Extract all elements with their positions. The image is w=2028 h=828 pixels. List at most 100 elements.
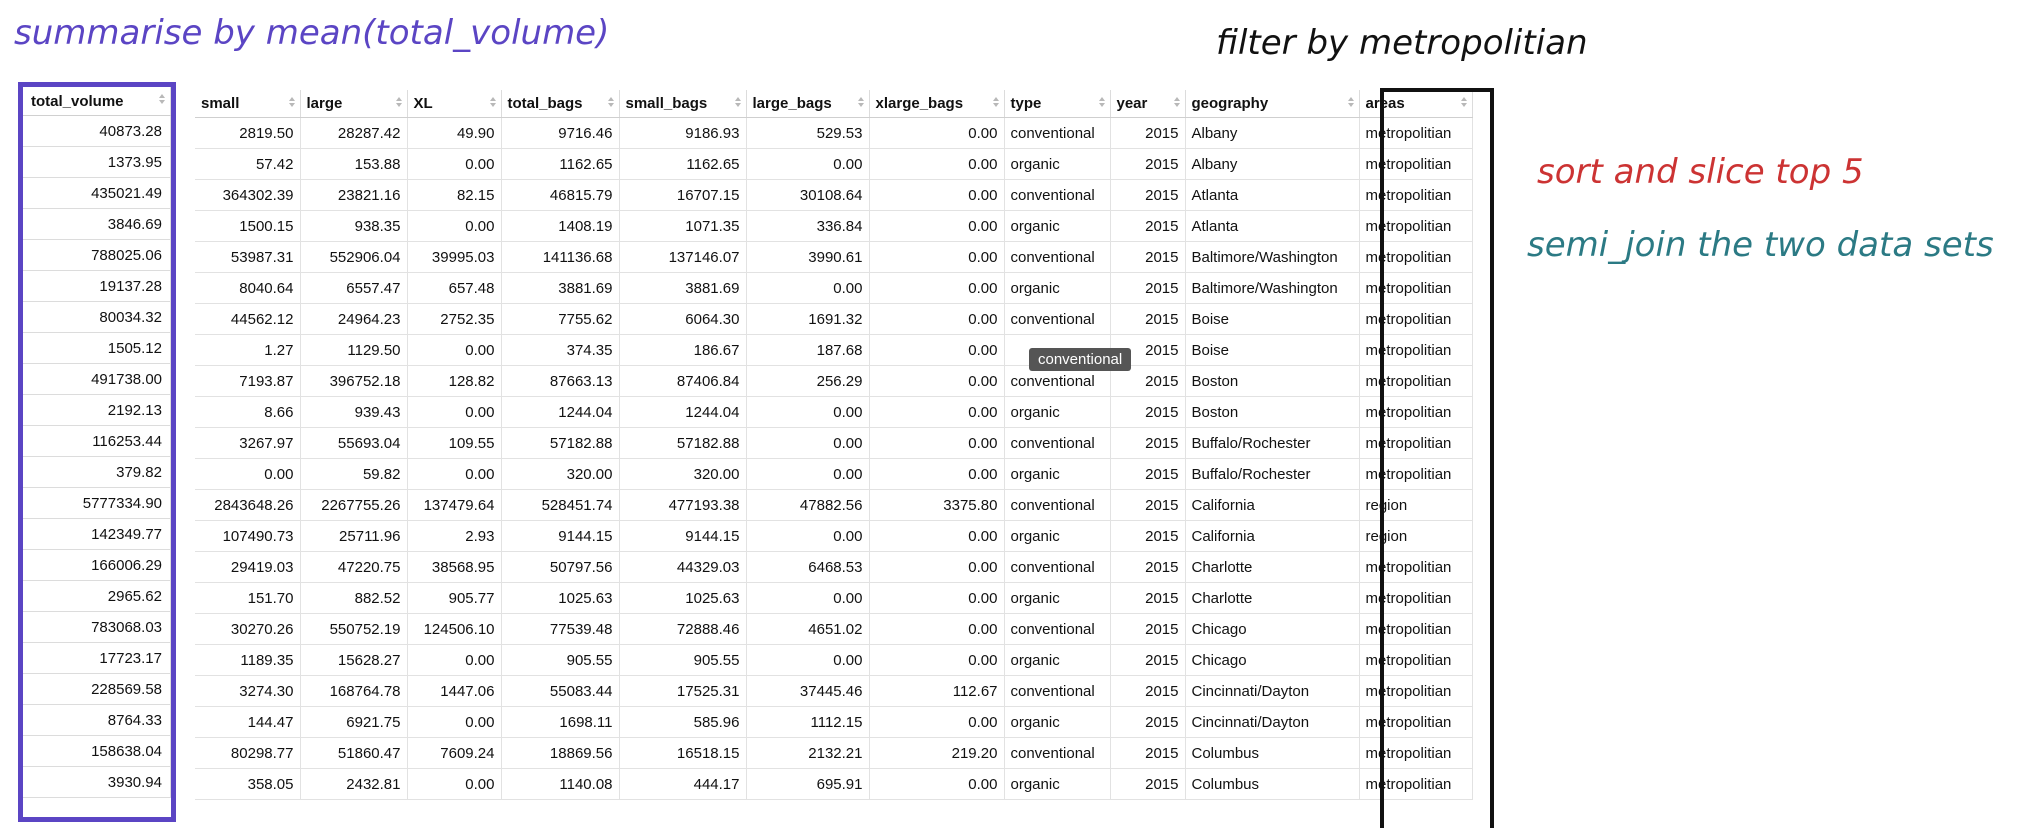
header-row: small large XL total_bags small_bags large_ba… (195, 90, 1473, 118)
table-row: 491738.00 (23, 363, 171, 395)
cell-large: 15628.27 (300, 644, 408, 676)
cell-total-bags: 1025.63 (501, 582, 620, 614)
cell-small-bags: 9144.15 (619, 520, 747, 552)
column-header-label: areas (1365, 95, 1405, 112)
column-header-areas[interactable]: areas (1359, 90, 1473, 118)
cell-type: conventional (1004, 241, 1111, 273)
cell-large: 168764.78 (300, 675, 408, 707)
column-header-xlarge-bags[interactable]: xlarge_bags (869, 90, 1005, 118)
column-header-total-bags[interactable]: total_bags (501, 90, 620, 118)
cell-small: 144.47 (195, 706, 301, 738)
cell-year: 2015 (1110, 582, 1186, 614)
sort-icon[interactable] (395, 97, 402, 109)
total-volume-cell: 1505.12 (23, 332, 171, 364)
cell-areas: metropolitian (1359, 644, 1473, 676)
cell-xl: 905.77 (407, 582, 502, 614)
cell-type: organic (1004, 644, 1111, 676)
cell-type: organic (1004, 768, 1111, 800)
column-header-year[interactable]: year (1110, 90, 1186, 118)
cell-xlarge-bags: 0.00 (869, 644, 1005, 676)
column-header-type[interactable]: type (1004, 90, 1111, 118)
cell-total-bags: 3881.69 (501, 272, 620, 304)
column-header-large-bags[interactable]: large_bags (746, 90, 870, 118)
cell-small-bags: 6064.30 (619, 303, 747, 335)
cell-large-bags: 6468.53 (746, 551, 870, 583)
cell-large-bags: 0.00 (746, 427, 870, 459)
column-header-xl[interactable]: XL (407, 90, 502, 118)
table-row: 2843648.26 2267755.26 137479.64 528451.74 47… (195, 489, 1473, 521)
cell-areas: metropolitian (1359, 458, 1473, 490)
cell-areas: metropolitian (1359, 272, 1473, 304)
table-row: 1373.95 (23, 146, 171, 178)
cell-small: 2819.50 (195, 117, 301, 149)
cell-total-bags: 77539.48 (501, 613, 620, 645)
table-row: 3274.30 168764.78 1447.06 55083.44 17525.31 3… (195, 675, 1473, 707)
sort-icon[interactable] (734, 97, 741, 109)
cell-year: 2015 (1110, 675, 1186, 707)
cell-year: 2015 (1110, 520, 1186, 552)
column-header-small[interactable]: small (195, 90, 301, 118)
annotation-sort-slice: sort and slice top 5 (1537, 152, 1864, 192)
table-row: 8040.64 6557.47 657.48 3881.69 3881.69 0.00 0.… (195, 272, 1473, 304)
cell-geography: Charlotte (1185, 582, 1360, 614)
cell-geography: Boston (1185, 365, 1360, 397)
cell-xl: 128.82 (407, 365, 502, 397)
header-row: total_volume (23, 87, 171, 116)
cell-xlarge-bags: 0.00 (869, 458, 1005, 490)
cell-small-bags: 477193.38 (619, 489, 747, 521)
cell-areas: metropolitian (1359, 117, 1473, 149)
cell-year: 2015 (1110, 303, 1186, 335)
sort-icon[interactable] (1098, 97, 1105, 109)
total-volume-cell: 379.82 (23, 456, 171, 488)
cell-areas: metropolitian (1359, 241, 1473, 273)
table-row: 40873.28 (23, 115, 171, 147)
sort-icon[interactable] (1173, 97, 1180, 109)
cell-geography: Boston (1185, 396, 1360, 428)
cell-year: 2015 (1110, 179, 1186, 211)
column-header-large[interactable]: large (300, 90, 408, 118)
cell-total-bags: 18869.56 (501, 737, 620, 769)
table-row: 44562.12 24964.23 2752.35 7755.62 6064.30 169… (195, 303, 1473, 335)
cell-geography: Boise (1185, 303, 1360, 335)
column-header-total-volume[interactable]: total_volume (23, 87, 171, 116)
cell-small: 44562.12 (195, 303, 301, 335)
cell-year: 2015 (1110, 272, 1186, 304)
cell-total-bags: 57182.88 (501, 427, 620, 459)
sort-icon[interactable] (1347, 97, 1354, 109)
cell-large: 2267755.26 (300, 489, 408, 521)
sort-icon[interactable] (288, 97, 295, 109)
table-row: 30270.26 550752.19 124506.10 77539.48 72888.… (195, 613, 1473, 645)
cell-xl: 0.00 (407, 644, 502, 676)
cell-type: organic (1004, 396, 1111, 428)
table-row: 8.66 939.43 0.00 1244.04 1244.04 0.00 0.00 orga… (195, 396, 1473, 428)
cell-areas: region (1359, 489, 1473, 521)
column-header-small-bags[interactable]: small_bags (619, 90, 747, 118)
sort-icon[interactable] (607, 97, 614, 109)
cell-areas: metropolitian (1359, 551, 1473, 583)
column-header-geography[interactable]: geography (1185, 90, 1360, 118)
sort-icon[interactable] (159, 94, 165, 106)
cell-type: organic (1004, 210, 1111, 242)
cell-small-bags: 905.55 (619, 644, 747, 676)
cell-geography: Buffalo/Rochester (1185, 458, 1360, 490)
cell-small: 151.70 (195, 582, 301, 614)
cell-large-bags: 0.00 (746, 520, 870, 552)
cell-xl: 137479.64 (407, 489, 502, 521)
cell-xlarge-bags: 0.00 (869, 334, 1005, 366)
cell-xlarge-bags: 0.00 (869, 365, 1005, 397)
table-row: 1.27 1129.50 0.00 374.35 186.67 187.68 0.00 201… (195, 334, 1473, 366)
cell-year: 2015 (1110, 768, 1186, 800)
sort-icon[interactable] (489, 97, 496, 109)
cell-areas: metropolitian (1359, 365, 1473, 397)
cell-small-bags: 16707.15 (619, 179, 747, 211)
sort-icon[interactable] (992, 97, 999, 109)
column-header-label: large_bags (752, 95, 832, 112)
sort-icon[interactable] (857, 97, 864, 109)
cell-small-bags: 1244.04 (619, 396, 747, 428)
cell-year: 2015 (1110, 241, 1186, 273)
cell-small-bags: 3881.69 (619, 272, 747, 304)
cell-xlarge-bags: 0.00 (869, 613, 1005, 645)
cell-large: 47220.75 (300, 551, 408, 583)
sort-icon[interactable] (1460, 97, 1467, 109)
cell-large: 24964.23 (300, 303, 408, 335)
